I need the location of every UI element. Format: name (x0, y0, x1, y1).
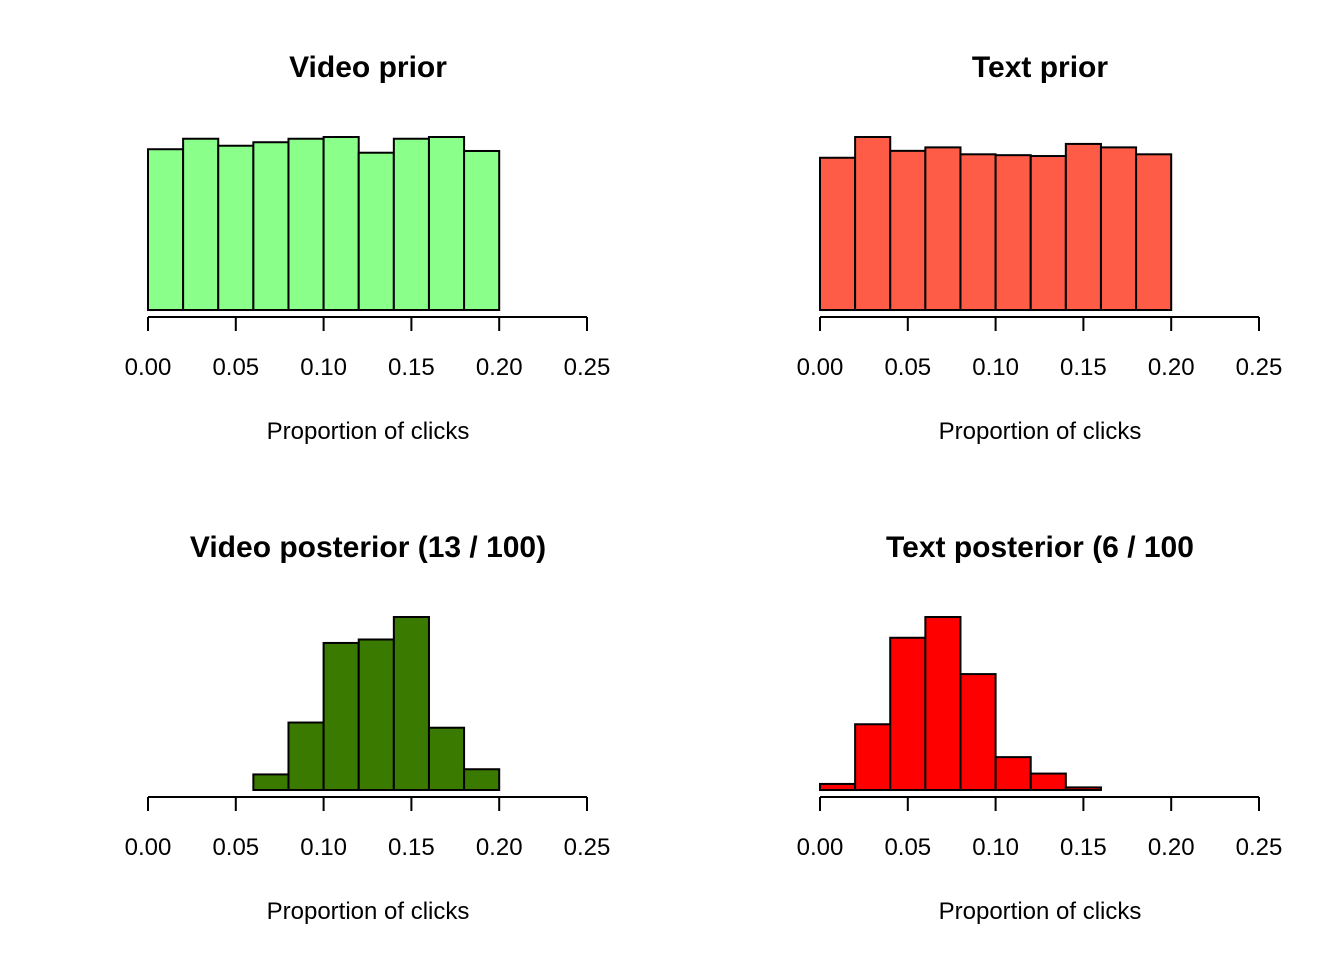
histogram-bar (1064, 786, 1102, 792)
histogram-bar (182, 137, 220, 311)
x-tick-label: 0.10 (972, 354, 1019, 381)
x-tick-label: 0.15 (1060, 834, 1107, 861)
x-tick-label: 0.10 (300, 354, 347, 381)
chart-title: Video prior (289, 51, 447, 84)
x-tick-label: 0.10 (300, 834, 347, 861)
x-tick-label: 0.00 (797, 354, 844, 381)
histogram-bar (463, 149, 501, 311)
histogram-bar (357, 151, 395, 311)
bars (819, 136, 1173, 311)
x-tick-label: 0.05 (212, 834, 259, 861)
x-tick-label: 0.25 (564, 354, 611, 381)
histogram-bar (1099, 146, 1138, 311)
histogram-bar (959, 673, 997, 792)
x-axis: 0.00 0.05 0.10 0.15 0.20 0.25 (797, 796, 1283, 861)
histogram-bar (287, 721, 325, 792)
x-tick-label: 0.00 (125, 354, 172, 381)
histogram-bar (322, 136, 360, 311)
histogram-bar (1029, 772, 1067, 792)
histogram-bar (994, 154, 1032, 311)
panel-text-posterior: Text posterior (6 / 100 0.00 0.05 0.10 0.15… (797, 531, 1283, 925)
x-tick-label: 0.20 (1148, 354, 1195, 381)
histogram-bar (217, 144, 255, 311)
bars (252, 616, 501, 792)
x-tick-label: 0.10 (972, 834, 1019, 861)
histogram-bar (854, 136, 892, 311)
bars (819, 616, 1102, 792)
histogram-bar (427, 136, 466, 311)
histogram-bar (287, 137, 325, 311)
x-axis-label: Proportion of clicks (939, 898, 1142, 925)
x-tick-label: 0.00 (797, 834, 844, 861)
chart-title: Text prior (972, 51, 1108, 84)
x-tick-label: 0.25 (1236, 834, 1283, 861)
x-axis: 0.00 0.05 0.10 0.15 0.20 0.25 (797, 316, 1283, 381)
histogram-bar (959, 153, 997, 311)
x-axis-label: Proportion of clicks (939, 418, 1142, 445)
x-tick-label: 0.05 (884, 834, 931, 861)
x-axis-label: Proportion of clicks (267, 418, 470, 445)
histogram-bar (322, 641, 360, 792)
x-tick-label: 0.00 (125, 834, 172, 861)
x-tick-label: 0.15 (388, 354, 435, 381)
histogram-bar (463, 768, 501, 791)
panel-video-posterior: Video posterior (13 / 100) 0.00 0.05 0.10 0… (125, 531, 611, 925)
chart-title: Video posterior (13 / 100) (190, 531, 546, 564)
histogram-bar (1064, 142, 1102, 311)
x-axis-label: Proportion of clicks (267, 898, 470, 925)
histogram-bar (357, 638, 395, 791)
panel-text-prior: Text prior 0.00 0.05 0.10 0.15 0.20 0.25 Prop… (797, 51, 1283, 445)
x-tick-label: 0.15 (388, 834, 435, 861)
histogram-bar (252, 773, 290, 791)
x-tick-label: 0.20 (476, 354, 523, 381)
histogram-bar (924, 146, 962, 311)
x-axis: 0.00 0.05 0.10 0.15 0.20 0.25 (125, 796, 611, 861)
histogram-bar (1029, 155, 1067, 311)
histogram-bar (924, 616, 962, 791)
bars (147, 136, 501, 311)
x-tick-label: 0.20 (476, 834, 523, 861)
x-tick-label: 0.05 (884, 354, 931, 381)
histogram-bar (819, 156, 857, 311)
histogram-bar (1135, 153, 1173, 311)
histogram-bar (252, 141, 290, 311)
histogram-bar (147, 148, 185, 311)
x-tick-label: 0.15 (1060, 354, 1107, 381)
chart-title: Text posterior (6 / 100 (886, 531, 1194, 564)
x-tick-label: 0.20 (1148, 834, 1195, 861)
histogram-bar (392, 616, 430, 791)
histogram-bar (392, 137, 430, 311)
x-tick-label: 0.25 (1236, 354, 1283, 381)
histogram-bar (889, 636, 927, 792)
panel-video-prior: Video prior 0.00 0.05 0.10 0.15 0.20 0.25 Pro… (125, 51, 611, 445)
histogram-bar (994, 756, 1032, 792)
histogram-bar (854, 723, 892, 792)
histogram-bar (427, 726, 466, 791)
x-axis: 0.00 0.05 0.10 0.15 0.20 0.25 (125, 316, 611, 381)
histogram-bar (819, 782, 857, 792)
histogram-bar (889, 149, 927, 311)
x-tick-label: 0.05 (212, 354, 259, 381)
x-tick-label: 0.25 (564, 834, 611, 861)
